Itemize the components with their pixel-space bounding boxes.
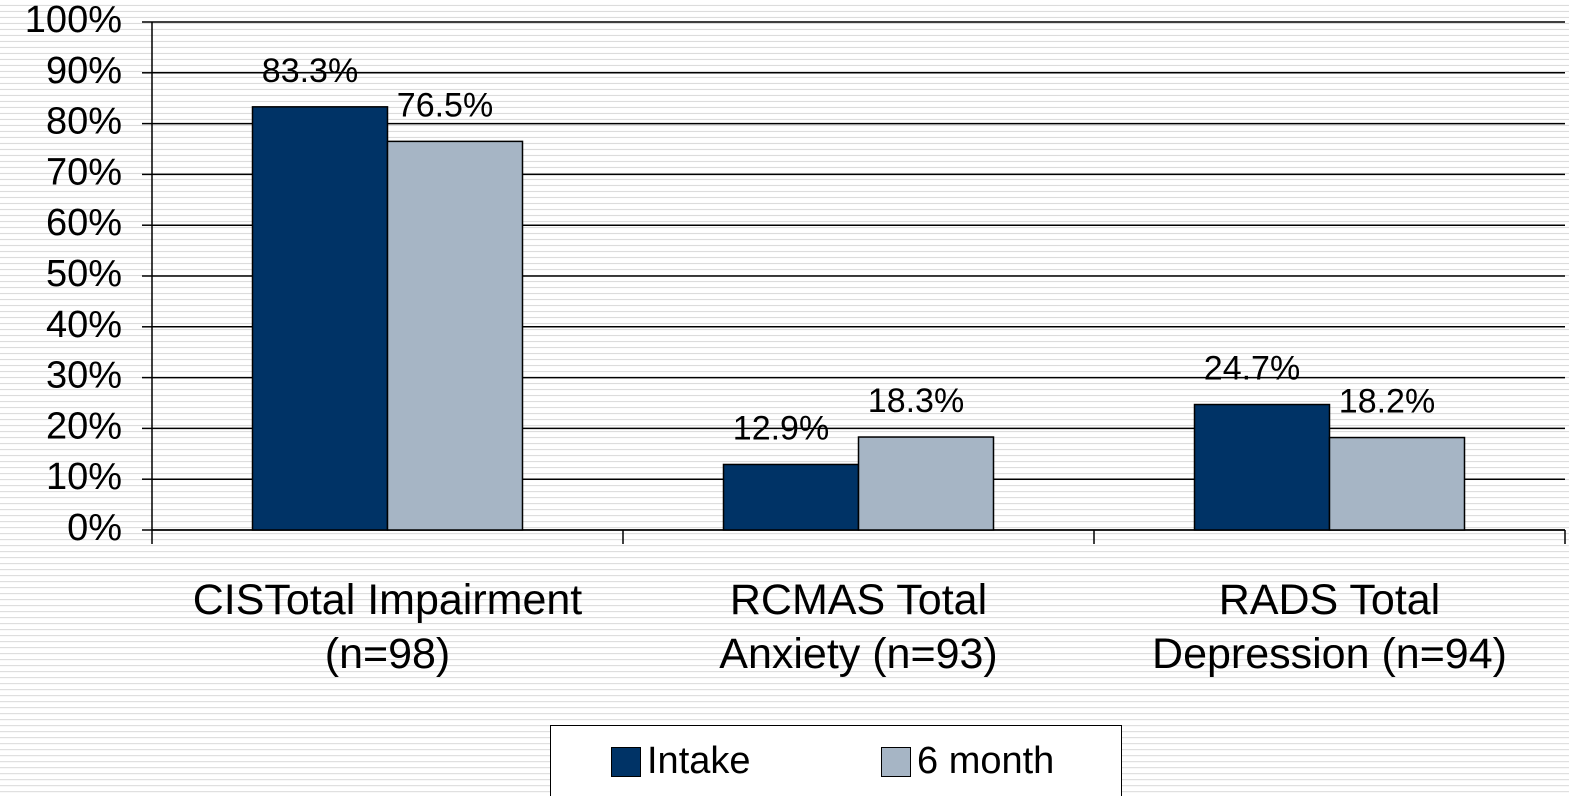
y-tick-label: 20% [46, 405, 122, 447]
y-tick-label: 50% [46, 253, 122, 295]
y-tick-label: 10% [46, 456, 122, 498]
y-tick-label: 60% [46, 202, 122, 244]
bar [386, 140, 524, 531]
x-tick-label: CISTotal Impairment (n=98) [192, 576, 583, 678]
x-tick-label: RCMAS Total Anxiety (n=93) [719, 576, 998, 678]
data-label: 12.9% [733, 409, 829, 447]
data-label: 18.3% [868, 382, 964, 420]
y-tick-label: 70% [46, 151, 122, 193]
bar [251, 106, 389, 531]
data-label: 76.5% [397, 86, 493, 124]
bar [722, 463, 860, 531]
y-tick-label: 100% [25, 0, 122, 41]
data-label: 24.7% [1204, 350, 1300, 388]
data-label: 83.3% [262, 52, 358, 90]
y-tick-label: 80% [46, 101, 122, 143]
legend-item: Intake [611, 740, 751, 783]
y-tick-label: 90% [46, 50, 122, 92]
legend-label: 6 month [917, 740, 1055, 782]
legend-swatch [881, 746, 911, 777]
x-tick-label: RADS Total Depression (n=94) [1152, 576, 1507, 678]
y-tick-label: 30% [46, 355, 122, 397]
legend-swatch [611, 746, 641, 777]
legend-label: Intake [647, 740, 751, 782]
bar [1193, 403, 1331, 531]
legend: Intake 6 month [550, 725, 1122, 796]
bar [857, 436, 995, 531]
data-label: 18.2% [1339, 383, 1435, 421]
y-tick-label: 0% [67, 507, 122, 549]
legend-item: 6 month [881, 740, 1054, 783]
y-tick-label: 40% [46, 304, 122, 346]
bar [1328, 436, 1466, 531]
